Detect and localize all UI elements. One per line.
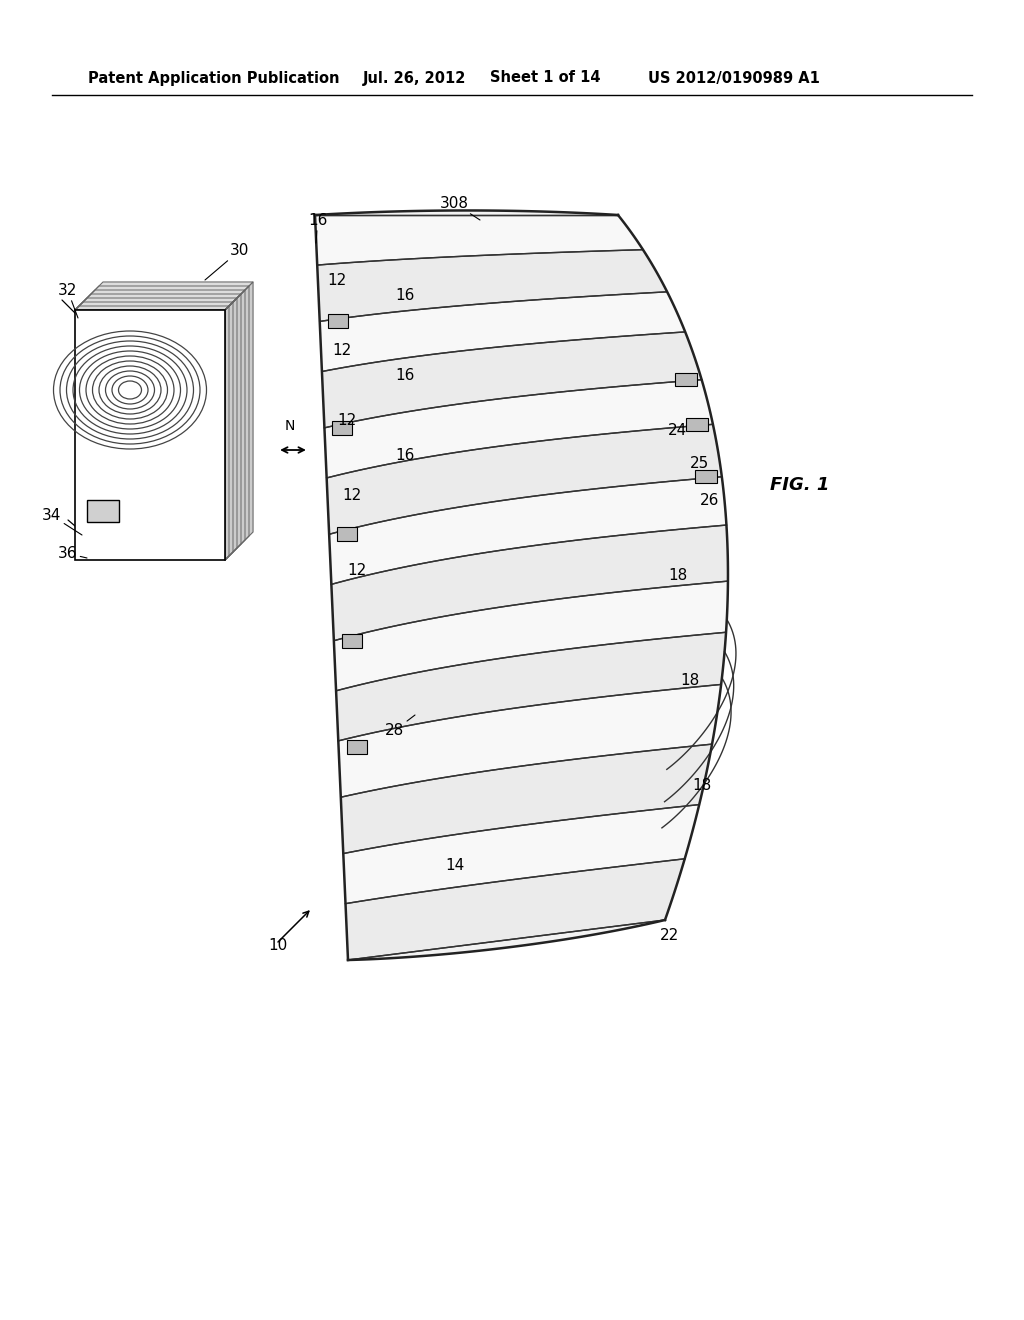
Polygon shape [345,859,685,960]
Text: 16: 16 [395,288,415,304]
Text: Patent Application Publication: Patent Application Publication [88,70,340,86]
Polygon shape [329,477,726,585]
Polygon shape [322,331,701,428]
Polygon shape [337,527,357,541]
Polygon shape [75,286,249,310]
Text: 12: 12 [342,488,361,503]
Polygon shape [336,632,726,741]
Polygon shape [75,306,229,310]
Polygon shape [333,421,352,434]
Text: 30: 30 [205,243,250,280]
Polygon shape [342,634,361,648]
Text: Jul. 26, 2012: Jul. 26, 2012 [362,70,466,86]
Polygon shape [225,306,229,560]
Text: 12: 12 [337,413,356,428]
Polygon shape [338,685,721,797]
Polygon shape [334,581,728,690]
Polygon shape [332,525,728,640]
Polygon shape [75,282,253,310]
Text: 308: 308 [440,195,480,220]
Text: 34: 34 [42,508,82,535]
Polygon shape [686,418,708,430]
Polygon shape [75,310,225,560]
Text: 12: 12 [332,343,351,358]
Text: US 2012/0190989 A1: US 2012/0190989 A1 [648,70,820,86]
Text: 22: 22 [660,928,679,942]
Polygon shape [75,294,241,310]
Text: 25: 25 [690,455,710,471]
Polygon shape [225,298,237,560]
Text: FIG. 1: FIG. 1 [770,477,829,494]
Polygon shape [341,744,712,854]
Polygon shape [225,302,233,560]
Text: 14: 14 [445,858,464,873]
Polygon shape [225,282,253,560]
Text: Sheet 1 of 14: Sheet 1 of 14 [490,70,600,86]
Text: 10: 10 [268,939,288,953]
Polygon shape [325,380,713,478]
Polygon shape [695,470,717,483]
Polygon shape [346,741,367,754]
Text: 16: 16 [308,213,328,243]
Polygon shape [75,298,237,310]
Polygon shape [225,290,245,560]
Text: 12: 12 [347,564,367,578]
Text: 32: 32 [58,282,78,318]
Polygon shape [75,290,245,310]
Polygon shape [317,249,668,322]
Polygon shape [225,294,241,560]
Text: 16: 16 [395,447,415,463]
Polygon shape [315,215,643,265]
Polygon shape [315,210,728,960]
Polygon shape [87,500,119,521]
Polygon shape [327,424,722,535]
Text: 24: 24 [668,422,687,438]
Text: N: N [285,418,295,433]
Text: 36: 36 [58,546,87,561]
Text: 12: 12 [327,273,346,288]
Text: 16: 16 [395,368,415,383]
Text: 28: 28 [385,715,415,738]
Polygon shape [75,302,233,310]
Polygon shape [343,805,699,904]
Text: 26: 26 [700,492,720,508]
Polygon shape [675,374,696,387]
Polygon shape [319,292,685,371]
Text: 18: 18 [692,777,712,793]
Text: 18: 18 [680,673,699,688]
Text: 18: 18 [668,568,687,583]
Polygon shape [225,286,249,560]
Polygon shape [328,314,348,329]
